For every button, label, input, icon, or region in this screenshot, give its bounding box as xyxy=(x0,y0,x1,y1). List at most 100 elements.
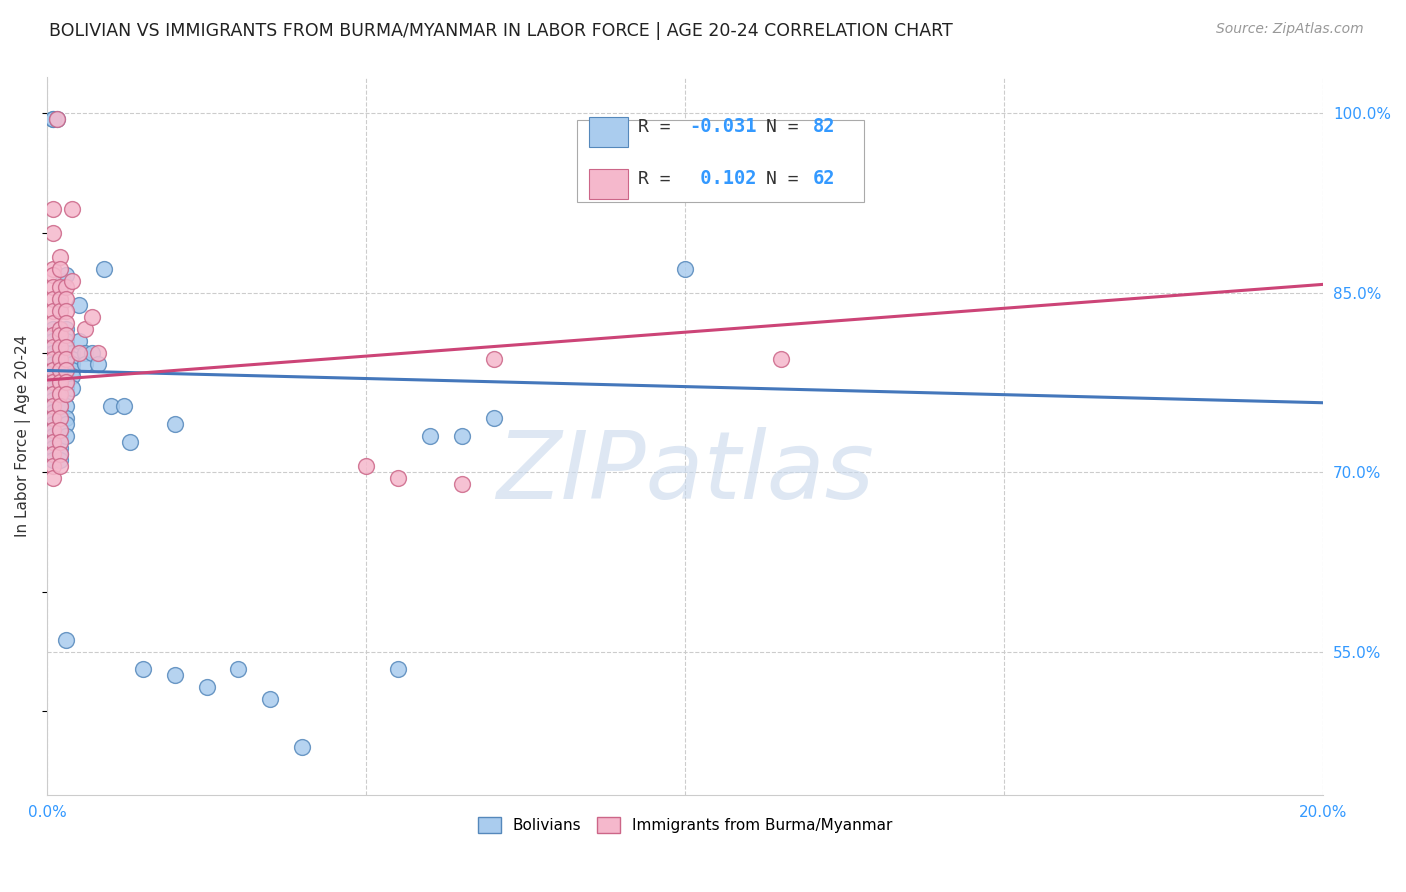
Point xyxy=(419,429,441,443)
Point xyxy=(42,405,65,419)
Point xyxy=(42,351,65,366)
Point xyxy=(42,381,65,395)
Point xyxy=(48,327,70,342)
Legend: Bolivians, Immigrants from Burma/Myanmar: Bolivians, Immigrants from Burma/Myanmar xyxy=(472,811,898,839)
Point xyxy=(48,447,70,461)
Point xyxy=(75,358,97,372)
Point xyxy=(55,351,77,366)
Point xyxy=(48,376,70,390)
Point xyxy=(55,387,77,401)
Point xyxy=(48,363,70,377)
Point xyxy=(42,376,65,390)
Point xyxy=(48,393,70,408)
Point xyxy=(45,112,67,127)
Point xyxy=(55,351,77,366)
Point xyxy=(482,411,505,425)
Point xyxy=(55,340,77,354)
Point xyxy=(42,112,65,127)
Point xyxy=(163,417,186,432)
Point xyxy=(42,447,65,461)
Point xyxy=(131,663,153,677)
Point xyxy=(42,316,65,330)
Point xyxy=(387,471,409,485)
Point xyxy=(48,411,70,425)
Point xyxy=(42,387,65,401)
Point xyxy=(55,363,77,377)
Point xyxy=(55,334,77,348)
Point xyxy=(42,226,65,240)
Point xyxy=(48,340,70,354)
Point xyxy=(42,471,65,485)
Point xyxy=(42,441,65,455)
Point xyxy=(48,298,70,312)
Point xyxy=(291,740,314,755)
Point xyxy=(42,303,65,318)
Point xyxy=(42,423,65,437)
Point xyxy=(55,376,77,390)
Point xyxy=(387,663,409,677)
Point xyxy=(55,381,77,395)
Point xyxy=(259,692,281,706)
Point xyxy=(112,400,135,414)
Point xyxy=(93,261,115,276)
Point xyxy=(163,668,186,682)
Point xyxy=(48,279,70,293)
Point xyxy=(42,435,65,450)
Point xyxy=(769,351,792,366)
Point xyxy=(42,321,65,335)
Point xyxy=(55,321,77,335)
Point xyxy=(48,387,70,401)
Point xyxy=(48,303,70,318)
Point xyxy=(62,369,84,384)
Text: BOLIVIAN VS IMMIGRANTS FROM BURMA/MYANMAR IN LABOR FORCE | AGE 20-24 CORRELATION: BOLIVIAN VS IMMIGRANTS FROM BURMA/MYANMA… xyxy=(49,22,953,40)
Point xyxy=(48,292,70,306)
Point xyxy=(48,417,70,432)
Point xyxy=(62,381,84,395)
Point xyxy=(48,381,70,395)
Point xyxy=(55,369,77,384)
Point xyxy=(55,400,77,414)
Point xyxy=(42,376,65,390)
Point xyxy=(100,400,122,414)
Point xyxy=(42,453,65,467)
Point xyxy=(48,423,70,437)
Point xyxy=(48,261,70,276)
Point xyxy=(48,423,70,437)
Point xyxy=(42,423,65,437)
Point xyxy=(42,292,65,306)
Point xyxy=(354,459,377,474)
Point xyxy=(42,369,65,384)
Point xyxy=(42,417,65,432)
Point xyxy=(55,327,77,342)
Point xyxy=(42,334,65,348)
Point xyxy=(75,345,97,359)
Point xyxy=(42,411,65,425)
Point xyxy=(55,345,77,359)
Point xyxy=(48,400,70,414)
Point xyxy=(62,202,84,216)
Point xyxy=(62,358,84,372)
Point xyxy=(67,345,90,359)
Point xyxy=(55,303,77,318)
Point xyxy=(482,351,505,366)
Point xyxy=(55,279,77,293)
Point xyxy=(42,112,65,127)
Point xyxy=(45,112,67,127)
Point xyxy=(52,274,75,288)
Point xyxy=(48,435,70,450)
Point xyxy=(67,298,90,312)
Point xyxy=(48,376,70,390)
Text: N =: N = xyxy=(765,118,808,136)
Point xyxy=(87,358,110,372)
FancyBboxPatch shape xyxy=(576,120,863,202)
Point xyxy=(42,202,65,216)
Point xyxy=(55,387,77,401)
Point xyxy=(42,363,65,377)
Point xyxy=(48,447,70,461)
Point xyxy=(42,358,65,372)
Point xyxy=(118,435,141,450)
Point xyxy=(48,405,70,419)
Text: 62: 62 xyxy=(813,169,835,188)
Point xyxy=(62,345,84,359)
Point xyxy=(42,327,65,342)
